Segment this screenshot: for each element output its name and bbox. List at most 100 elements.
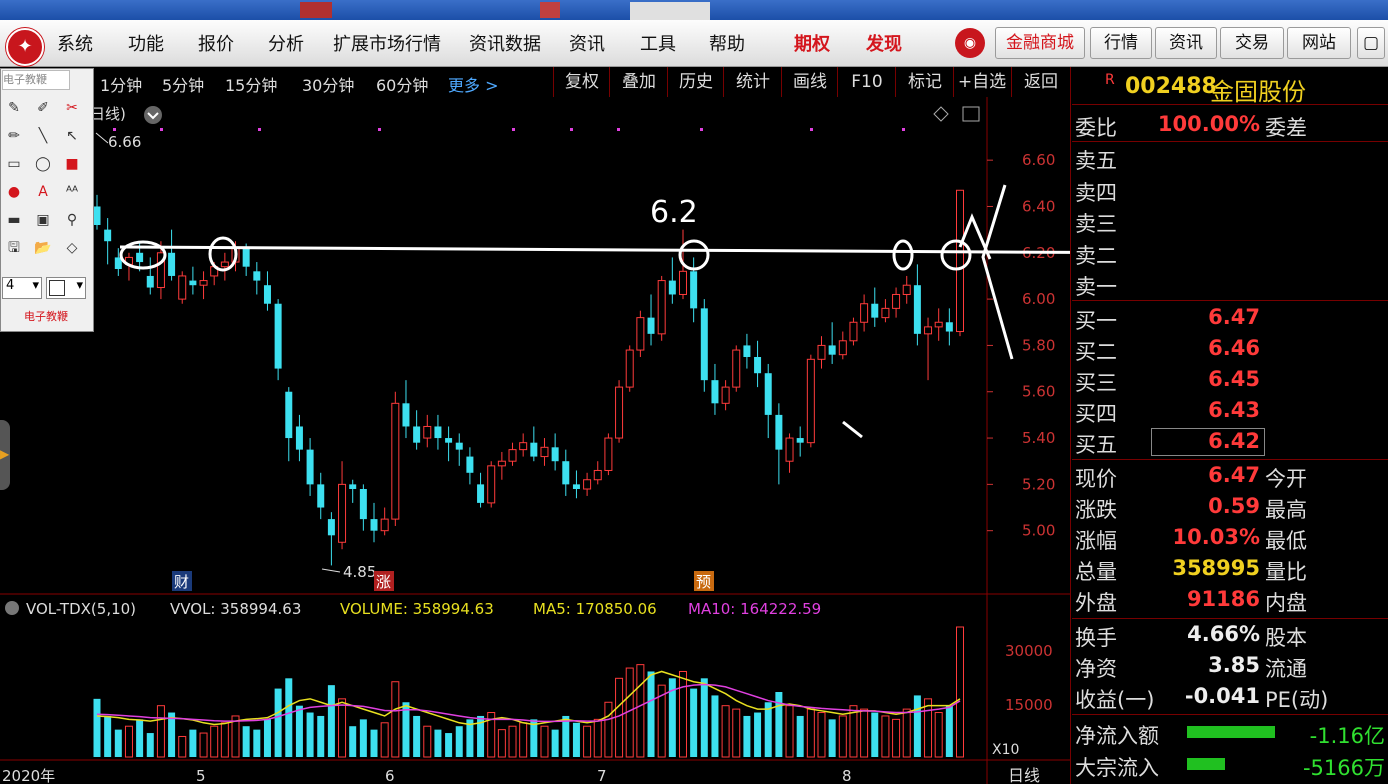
toolbar-7[interactable]: +自选 <box>953 67 1010 97</box>
candle <box>583 472 592 496</box>
more-periods-link[interactable]: 更多 > <box>448 76 499 95</box>
topbtn-0[interactable]: 金融商城 <box>995 27 1085 59</box>
pen-icon[interactable]: ✐ <box>37 100 49 116</box>
pen-size-select[interactable]: 4 ▾ <box>2 277 42 299</box>
menu-item-5[interactable]: 资讯数据 <box>469 34 541 55</box>
toolbar-8[interactable]: 返回 <box>1011 67 1070 97</box>
topbtn-2[interactable]: 资讯 <box>1155 27 1217 59</box>
stat2-value-2: -0.041 <box>1184 684 1260 708</box>
volume-bar <box>263 719 271 757</box>
candle <box>604 433 613 476</box>
candle <box>114 248 122 276</box>
toolbar-6[interactable]: 标记 <box>895 67 954 97</box>
candle <box>274 299 282 381</box>
line-icon[interactable]: ╲ <box>38 128 48 144</box>
volume-bar <box>370 729 378 757</box>
volume-bar <box>189 729 197 757</box>
candle <box>775 403 783 485</box>
flow-bar-1 <box>1187 758 1225 770</box>
volume-bar <box>956 626 964 758</box>
menu-item-1[interactable]: 功能 <box>128 34 164 55</box>
open-icon[interactable]: 📂 <box>34 240 52 256</box>
vol-ma10: MA10: 164222.59 <box>688 600 821 618</box>
topbtn-1[interactable]: 行情 <box>1090 27 1152 59</box>
arrow-icon[interactable]: ↖ <box>66 128 78 144</box>
toolbar-2[interactable]: 历史 <box>667 67 724 97</box>
period-0[interactable]: 1分钟 <box>100 76 143 95</box>
menu-item-7[interactable]: 工具 <box>640 34 676 55</box>
screen-icon[interactable]: ▣ <box>36 212 50 228</box>
window-menu-button[interactable]: ▢ <box>1357 27 1385 59</box>
candle <box>445 426 453 462</box>
topbtn-3[interactable]: 交易 <box>1220 27 1284 59</box>
period-1[interactable]: 5分钟 <box>162 76 205 95</box>
pen-color-select[interactable]: ▾ <box>46 277 86 299</box>
candle <box>199 271 208 300</box>
volume-bar <box>924 698 933 758</box>
menu-item-8[interactable]: 帮助 <box>709 34 745 55</box>
volume-bar <box>690 688 698 757</box>
clear-icon[interactable]: ◇ <box>66 240 78 256</box>
volume-bar <box>700 678 708 757</box>
volume-bar <box>934 712 943 758</box>
period-4[interactable]: 60分钟 <box>376 76 429 95</box>
bar-icon[interactable]: ▬ <box>7 212 21 228</box>
menu-item-3[interactable]: 分析 <box>268 34 304 55</box>
stat2-label-0: 换手 <box>1075 626 1117 650</box>
font-size-icon[interactable]: ᴬᴬ <box>65 184 79 200</box>
candle <box>838 331 847 360</box>
menu-special-1[interactable]: 发现 <box>866 34 902 55</box>
eraser-icon[interactable]: ✎ <box>8 100 20 116</box>
candle <box>295 414 303 462</box>
menu-special-0[interactable]: 期权 <box>794 34 830 55</box>
pencil-icon[interactable]: ✏ <box>8 128 20 144</box>
buy-level-label-3: 买四 <box>1075 402 1117 426</box>
zoom-icon[interactable]: ⚲ <box>66 212 78 228</box>
volume-bar <box>487 712 496 758</box>
window-titlebar <box>0 0 1388 20</box>
flow-value-0: -1.16亿 <box>1309 724 1385 748</box>
buy-level-label-1: 买二 <box>1075 340 1117 364</box>
volume-bar <box>156 705 165 758</box>
text-icon[interactable]: A <box>38 184 48 200</box>
volume-bar <box>306 712 314 757</box>
toolbar-3[interactable]: 统计 <box>723 67 782 97</box>
app-logo-icon[interactable]: ✦ <box>6 28 44 66</box>
period-2[interactable]: 15分钟 <box>225 76 278 95</box>
menu-item-0[interactable]: 系统 <box>57 34 93 55</box>
resistance-line <box>119 245 1070 254</box>
fill-ellipse-icon[interactable]: ● <box>7 184 21 200</box>
buy-level-label-0: 买一 <box>1075 309 1117 333</box>
menu-item-6[interactable]: 资讯 <box>569 34 605 55</box>
fill-rect-icon[interactable]: ■ <box>65 156 79 172</box>
volume-bar <box>540 725 549 758</box>
volume-bar <box>572 722 580 757</box>
volume-bar <box>743 715 751 757</box>
sell-level-2: 卖三 <box>1075 212 1117 236</box>
toolbar-5[interactable]: F10 <box>837 67 896 97</box>
rect-icon[interactable]: ▭ <box>7 156 21 172</box>
topbtn-4[interactable]: 网站 <box>1287 27 1351 59</box>
volume-bar <box>817 712 826 758</box>
kline-chart[interactable]: 6.606.406.206.005.805.605.405.205.00 6.2… <box>0 97 1070 784</box>
menu-item-4[interactable]: 扩展市场行情 <box>333 34 441 55</box>
toolbox-footer: 电子教鞭 <box>24 310 68 323</box>
side-collapse-handle[interactable] <box>0 420 10 490</box>
toolbar-1[interactable]: 叠加 <box>609 67 668 97</box>
menu-item-2[interactable]: 报价 <box>198 34 234 55</box>
candle <box>615 380 624 443</box>
toolbar-0[interactable]: 复权 <box>553 67 610 97</box>
volume-bar <box>806 708 815 758</box>
ellipse-icon[interactable]: ◯ <box>35 156 51 172</box>
mall-logo-icon[interactable]: ◉ <box>955 28 985 58</box>
save-icon[interactable]: 🖫 <box>8 240 20 256</box>
toolbar-4[interactable]: 画线 <box>781 67 838 97</box>
candle <box>721 380 730 411</box>
volume-bar <box>721 705 730 758</box>
period-3[interactable]: 30分钟 <box>302 76 355 95</box>
candle <box>285 387 293 462</box>
cut-icon[interactable]: ✂ <box>66 100 78 116</box>
circle-mark-1 <box>119 240 167 270</box>
titlebar-tab-3 <box>630 2 710 20</box>
stat2-label2-0: 股本 <box>1265 626 1307 650</box>
